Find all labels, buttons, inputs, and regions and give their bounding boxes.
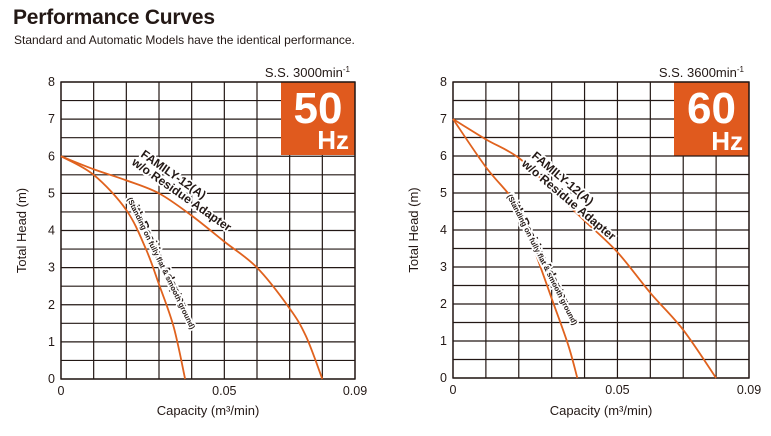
x-axis-label: Capacity (m³/min) [550, 403, 653, 418]
y-tick-label: 2 [48, 298, 55, 312]
y-tick-label: 8 [440, 75, 447, 89]
curve-with-residue-adapter [452, 118, 579, 379]
frequency-badge [281, 82, 355, 155]
badge-frequency-value: 50 [294, 84, 343, 133]
y-tick-label: 2 [440, 297, 447, 311]
y-tick-label: 3 [440, 260, 447, 274]
x-axis-label: Capacity (m³/min) [157, 403, 260, 418]
speed-superscript: -1 [737, 65, 745, 74]
x-tick-label: 0.05 [605, 383, 629, 397]
frequency-badge [674, 82, 749, 156]
y-tick-label: 7 [440, 112, 447, 126]
y-tick-label: 0 [440, 371, 447, 385]
x-tick-label: 0 [450, 383, 457, 397]
page-title: Performance Curves [13, 6, 215, 29]
y-tick-label: 3 [48, 261, 55, 275]
curve-label-condition: (Standing on fully flat & smooth ground) [125, 196, 197, 331]
x-tick-label: 0.09 [343, 384, 367, 398]
y-tick-label: 7 [48, 112, 55, 126]
plot-frame [60, 81, 356, 380]
x-tick-label: 0.05 [212, 384, 236, 398]
y-tick-label: 5 [440, 186, 447, 200]
badge-frequency-unit: Hz [317, 125, 349, 155]
y-tick-label: 5 [48, 186, 55, 200]
x-tick-label: 0 [58, 384, 65, 398]
y-tick-label: 1 [440, 334, 447, 348]
badge-background [281, 82, 355, 155]
x-tick-label: 0.09 [737, 383, 761, 397]
curve-label-condition: (Standing on fully flat & smooth ground) [505, 193, 579, 327]
y-tick-label: 1 [48, 335, 55, 349]
y-tick-label: 8 [48, 75, 55, 89]
y-tick-label: 0 [48, 372, 55, 386]
speed-superscript: -1 [343, 65, 351, 74]
speed-label: S.S. 3000min-1 [265, 65, 351, 80]
y-tick-label: 6 [440, 149, 447, 163]
curve-without-residue-adapter [452, 118, 717, 379]
badge-frequency-value: 60 [687, 84, 736, 133]
curve-without-residue-adapter [60, 155, 324, 380]
y-axis-label: Total Head (m) [14, 188, 29, 273]
badge-frequency-unit: Hz [711, 126, 743, 156]
curve-with-residue-adapter [60, 155, 187, 380]
y-tick-label: 4 [440, 223, 447, 237]
badge-background [674, 82, 749, 156]
speed-label: S.S. 3600min-1 [659, 65, 745, 80]
plot-frame [452, 81, 750, 379]
y-axis-label: Total Head (m) [406, 187, 421, 272]
grid [60, 81, 356, 380]
page-subtitle: Standard and Automatic Models have the i… [14, 33, 355, 47]
y-tick-label: 4 [48, 224, 55, 238]
y-tick-label: 6 [48, 149, 55, 163]
